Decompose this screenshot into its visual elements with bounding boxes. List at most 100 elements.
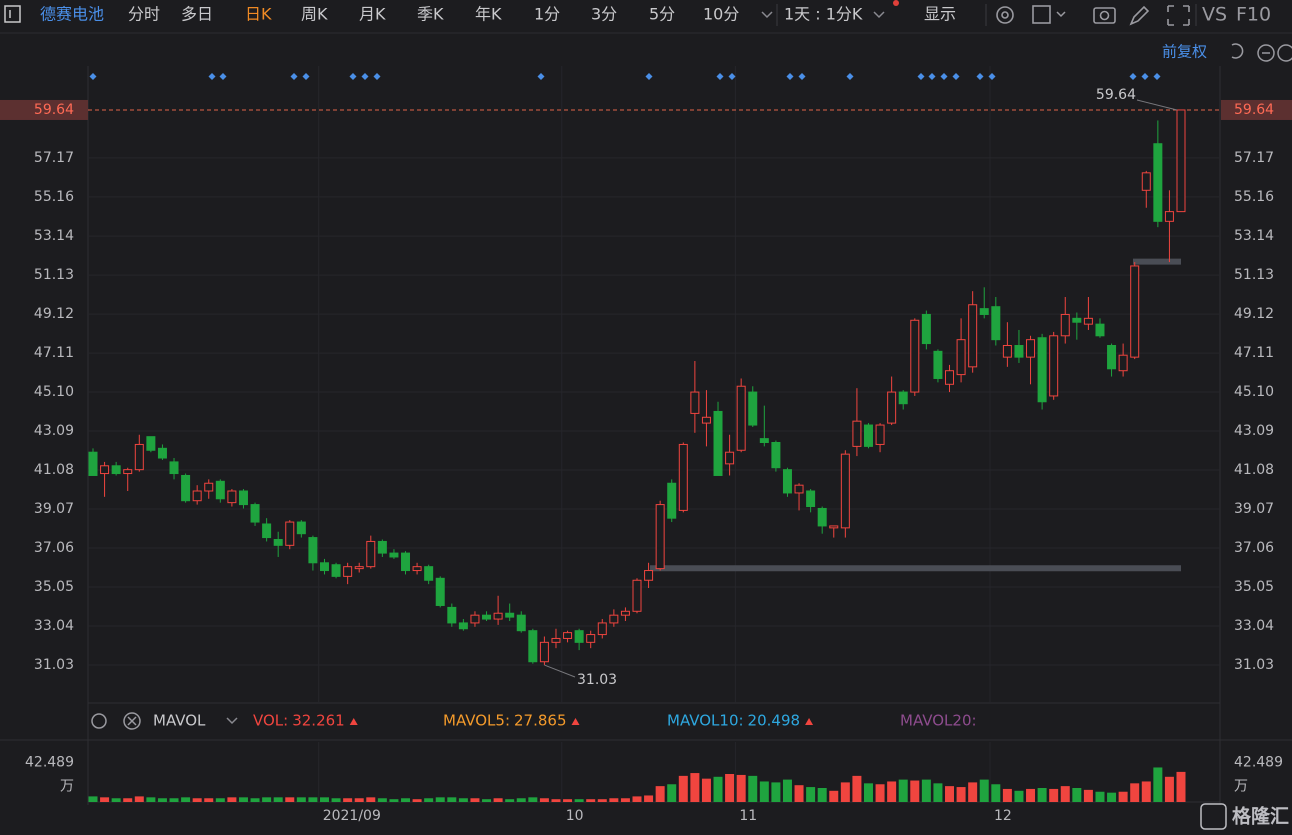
x-tick-label: 2021/09: [323, 808, 381, 824]
period-tab[interactable]: 日K: [245, 5, 272, 24]
event-marker[interactable]: [928, 73, 936, 80]
period-select[interactable]: 1天 : 1分K: [784, 5, 863, 24]
volume-bar: [863, 783, 873, 802]
period-tab[interactable]: 月K: [359, 5, 386, 24]
volume-bar: [308, 797, 318, 802]
reset-icon[interactable]: [1231, 43, 1244, 59]
candle-body: [863, 424, 873, 447]
indicator-close-x: [127, 716, 137, 726]
candle-body: [285, 521, 295, 546]
period-tab[interactable]: 分时: [128, 5, 160, 24]
period-tab[interactable]: 年K: [475, 5, 502, 24]
candle-body: [1060, 313, 1070, 337]
readout-name: MAVOL10:: [667, 712, 744, 730]
y-tick-label-right: 39.07: [1234, 501, 1274, 517]
vol-tick-label: 42.489: [25, 754, 74, 770]
camera-icon[interactable]: [1093, 7, 1116, 24]
period-tab[interactable]: 1分: [534, 5, 560, 24]
volume-bar: [401, 798, 411, 802]
period-tab[interactable]: 周K: [301, 5, 328, 24]
period-tab[interactable]: 10分: [703, 5, 739, 24]
event-marker[interactable]: [373, 73, 381, 80]
event-marker[interactable]: [798, 73, 806, 80]
event-marker[interactable]: [349, 73, 357, 80]
event-marker[interactable]: [219, 73, 227, 80]
event-marker[interactable]: [988, 73, 996, 80]
zoom-out-icon[interactable]: [1257, 44, 1275, 62]
volume-bar: [945, 786, 955, 802]
volume-bar: [262, 797, 272, 802]
event-marker[interactable]: [846, 73, 854, 80]
event-marker[interactable]: [917, 73, 925, 80]
event-marker[interactable]: [208, 73, 216, 80]
period-tab[interactable]: 5分: [649, 5, 675, 24]
event-marker[interactable]: [728, 73, 736, 80]
vs-button[interactable]: VS: [1202, 4, 1227, 26]
period-tab[interactable]: 季K: [417, 5, 444, 24]
volume-bar: [921, 779, 931, 802]
y-tick-label: 41.08: [34, 462, 74, 478]
event-marker[interactable]: [716, 73, 724, 80]
period-tab[interactable]: 3分: [591, 5, 617, 24]
volume-bar: [887, 781, 897, 802]
volume-bar: [898, 779, 908, 802]
event-marker[interactable]: [361, 73, 369, 80]
max-leader: [1136, 99, 1178, 111]
volume-bar: [748, 775, 758, 802]
stock-name[interactable]: 德赛电池: [40, 5, 104, 24]
indicator-name[interactable]: MAVOL: [153, 712, 206, 730]
event-marker[interactable]: [786, 73, 794, 80]
candle-body: [424, 566, 434, 581]
volume-bar: [319, 797, 329, 802]
candle-body: [609, 614, 619, 624]
volume-bar: [609, 798, 619, 802]
volume-bar: [910, 780, 920, 802]
event-marker[interactable]: [1141, 73, 1149, 80]
notice-dot: [893, 0, 899, 6]
settings-icon[interactable]: [996, 6, 1014, 24]
volume-bar: [458, 798, 468, 802]
volume-bar: [1095, 791, 1105, 802]
candle-body: [377, 540, 387, 554]
candle-body: [829, 525, 839, 529]
trend-arrow: [349, 718, 358, 725]
volume-bar: [1176, 771, 1186, 802]
event-marker[interactable]: [1129, 73, 1137, 80]
volume-bar: [157, 798, 167, 802]
period-tab[interactable]: 多日: [181, 5, 213, 24]
f10-button[interactable]: F10: [1236, 4, 1271, 26]
event-marker[interactable]: [290, 73, 298, 80]
event-marker[interactable]: [952, 73, 960, 80]
indicator-close[interactable]: [123, 712, 141, 730]
y-tick-label-right: 51.13: [1234, 267, 1274, 283]
y-tick-label: 49.12: [34, 306, 74, 322]
volume-bar: [586, 799, 596, 802]
layout-icon[interactable]: [1032, 5, 1051, 24]
volume-bar: [713, 776, 723, 802]
volume-bar: [979, 779, 989, 802]
event-marker[interactable]: [976, 73, 984, 80]
candle-body: [632, 579, 642, 612]
volume-bar: [100, 797, 110, 802]
event-marker[interactable]: [302, 73, 310, 80]
fullscreen-icon[interactable]: [1167, 5, 1190, 26]
trend-arrow: [805, 718, 814, 725]
indicator-settings[interactable]: [91, 713, 107, 729]
candle-body: [181, 474, 191, 502]
event-marker[interactable]: [940, 73, 948, 80]
candle-body: [192, 490, 202, 502]
candle-body: [991, 306, 1001, 341]
event-marker[interactable]: [645, 73, 653, 80]
event-marker[interactable]: [89, 73, 97, 80]
display-button[interactable]: 显示: [924, 5, 956, 24]
draw-icon[interactable]: [1129, 5, 1150, 26]
event-marker[interactable]: [537, 73, 545, 80]
menu-icon[interactable]: [4, 5, 21, 23]
x-tick-label: 11: [739, 808, 757, 824]
event-marker[interactable]: [1153, 73, 1161, 80]
volume-bar: [1164, 776, 1174, 802]
volume-bar: [759, 781, 769, 802]
zoom-in-icon[interactable]: [1277, 44, 1292, 62]
adjust-mode[interactable]: 前复权: [1162, 43, 1207, 61]
